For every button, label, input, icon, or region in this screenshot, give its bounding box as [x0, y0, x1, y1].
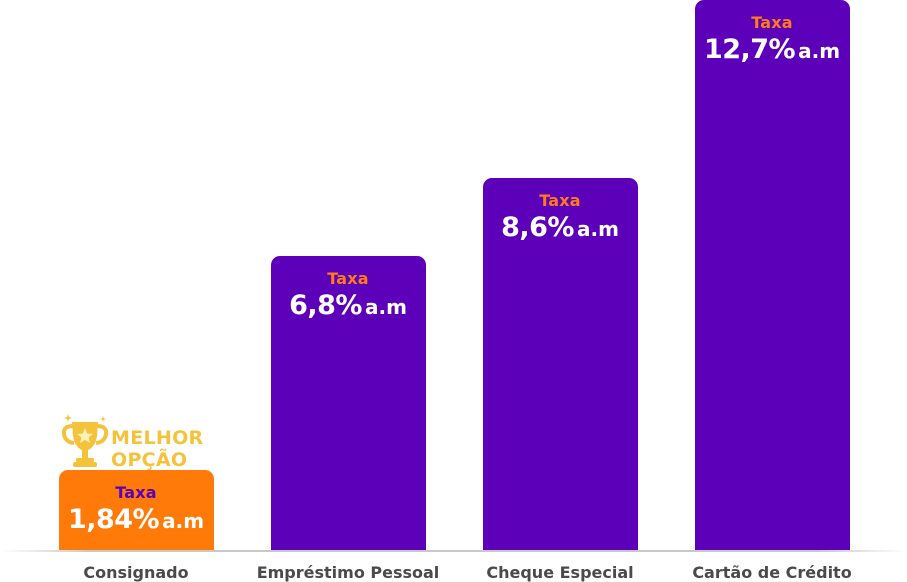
bar-value-unit: a.m [576, 217, 619, 241]
bar-label-caption: Taxa [751, 13, 793, 32]
bar-value-unit: a.m [798, 39, 841, 63]
bar-label-caption: Taxa [115, 483, 157, 502]
chart-baseline [0, 550, 907, 552]
bar-1: Taxa 6,8% a.m [270, 256, 426, 550]
category-label: Empréstimo Pessoal [256, 563, 440, 582]
bar-3: Taxa 12,7% a.m [694, 0, 850, 550]
bar-label-caption: Taxa [327, 269, 369, 288]
category-label: Consignado [83, 563, 189, 582]
trophy-icon [61, 414, 109, 467]
best-option-badge: MELHOR OPÇÃO [60, 414, 220, 474]
badge-line-2: OPÇÃO [111, 449, 188, 471]
bar-value-label: 8,6% [501, 212, 574, 243]
bar-data-label: Taxa 8,6% a.m [483, 191, 638, 243]
bar-data-label: Taxa 6,8% a.m [271, 269, 426, 321]
bar-value-unit: a.m [364, 295, 407, 319]
bar-value-label: 12,7% [703, 34, 796, 65]
bar-value-label: 1,84% [67, 504, 160, 535]
bar-value-unit: a.m [162, 509, 205, 533]
bar-data-label: Taxa 12,7% a.m [695, 13, 850, 65]
category-label: Cartão de Crédito [692, 563, 852, 582]
bar-2: Taxa 8,6% a.m [482, 178, 638, 550]
bar-0: Taxa 1,84% a.m [58, 470, 214, 550]
category-label: Cheque Especial [486, 563, 634, 582]
bar-label-caption: Taxa [539, 191, 581, 210]
bar-value-label: 6,8% [289, 290, 362, 321]
badge-line-1: MELHOR [111, 427, 204, 449]
bar-data-label: Taxa 1,84% a.m [59, 483, 214, 535]
